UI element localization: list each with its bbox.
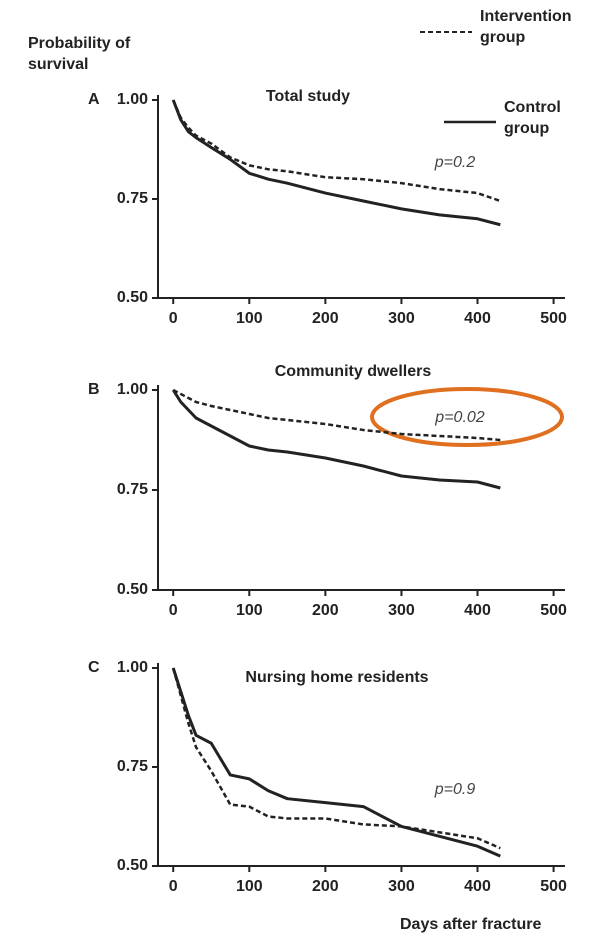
x-tick-label: 100: [236, 878, 263, 895]
p-value: p=0.9: [434, 781, 476, 798]
panel-title: Total study: [266, 88, 350, 105]
x-tick-label: 500: [540, 878, 567, 895]
survival-curve: [171, 667, 501, 858]
legend-label: Control group: [504, 99, 561, 137]
y-tick-label: 0.50: [117, 289, 148, 306]
x-tick-label: 100: [236, 310, 263, 327]
x-tick-label: 300: [388, 310, 415, 327]
x-tick-label: 200: [312, 878, 339, 895]
survival-curve: [172, 667, 501, 850]
survival-curve: [171, 389, 501, 490]
y-tick-label: 0.50: [117, 581, 148, 598]
p-value: p=0.02: [434, 409, 484, 426]
x-tick-label: 0: [169, 602, 178, 619]
x-axis-label: Days after fracture: [400, 916, 542, 933]
x-tick-label: 300: [388, 878, 415, 895]
panel-letter: A: [88, 91, 100, 108]
x-tick-label: 100: [236, 602, 263, 619]
survival-curve: [172, 99, 501, 203]
y-tick-label: 1.00: [117, 381, 148, 398]
highlight-ellipse: [370, 387, 564, 447]
x-tick-label: 300: [388, 602, 415, 619]
x-tick-label: 0: [169, 310, 178, 327]
p-value: p=0.2: [434, 154, 476, 171]
panel-title: Nursing home residents: [245, 669, 428, 686]
x-tick-label: 500: [540, 602, 567, 619]
y-tick-label: 0.75: [117, 481, 148, 498]
legend-label: Intervention group: [480, 8, 572, 46]
panel-letter: C: [88, 659, 100, 676]
panel-letter: B: [88, 381, 100, 398]
x-tick-label: 200: [312, 602, 339, 619]
y-tick-label: 0.75: [117, 758, 148, 775]
y-tick-label: 1.00: [117, 659, 148, 676]
y-axis-label: Probability of survival: [28, 35, 131, 73]
survival-curve: [172, 388, 501, 442]
y-tick-label: 0.75: [117, 190, 148, 207]
x-tick-label: 400: [464, 878, 491, 895]
x-tick-label: 400: [464, 602, 491, 619]
survival-curve: [171, 99, 501, 227]
y-tick-label: 0.50: [117, 857, 148, 874]
x-tick-label: 0: [169, 878, 178, 895]
x-tick-label: 500: [540, 310, 567, 327]
x-tick-label: 400: [464, 310, 491, 327]
y-tick-label: 1.00: [117, 91, 148, 108]
panel-title: Community dwellers: [275, 363, 432, 380]
x-tick-label: 200: [312, 310, 339, 327]
